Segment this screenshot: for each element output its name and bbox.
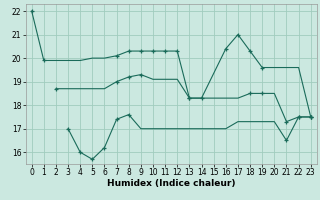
X-axis label: Humidex (Indice chaleur): Humidex (Indice chaleur) (107, 179, 236, 188)
